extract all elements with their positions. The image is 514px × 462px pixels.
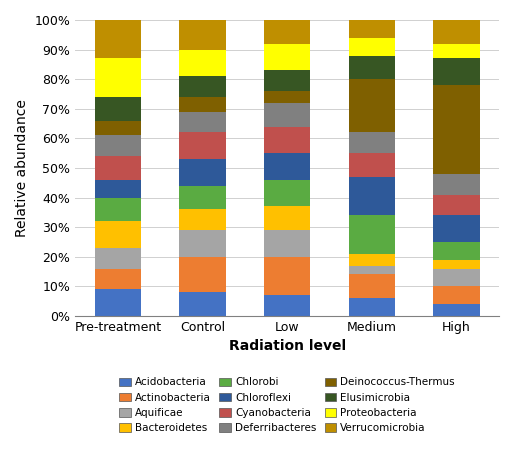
Bar	[348, 215, 395, 254]
Bar	[179, 292, 226, 316]
Bar	[264, 103, 310, 127]
Bar	[264, 180, 310, 207]
Bar	[348, 79, 395, 133]
Bar	[95, 20, 141, 59]
Bar	[433, 304, 480, 316]
Bar	[433, 85, 480, 174]
Bar	[264, 127, 310, 153]
X-axis label: Radiation level: Radiation level	[229, 339, 346, 353]
Bar	[95, 180, 141, 198]
Bar	[95, 221, 141, 248]
Bar	[348, 20, 395, 38]
Bar	[264, 70, 310, 91]
Bar	[264, 207, 310, 230]
Bar	[179, 49, 226, 76]
Bar	[433, 195, 480, 215]
Bar	[348, 153, 395, 177]
Bar	[264, 295, 310, 316]
Bar	[264, 230, 310, 257]
Bar	[433, 20, 480, 44]
Bar	[433, 215, 480, 242]
Bar	[264, 44, 310, 70]
Bar	[433, 44, 480, 59]
Bar	[348, 55, 395, 79]
Bar	[433, 268, 480, 286]
Bar	[179, 257, 226, 292]
Bar	[433, 286, 480, 304]
Bar	[348, 266, 395, 274]
Bar	[179, 209, 226, 230]
Bar	[179, 97, 226, 112]
Bar	[433, 59, 480, 85]
Bar	[95, 59, 141, 97]
Bar	[433, 260, 480, 268]
Bar	[95, 97, 141, 121]
Bar	[179, 159, 226, 186]
Bar	[95, 198, 141, 221]
Bar	[348, 177, 395, 215]
Bar	[179, 20, 226, 49]
Bar	[348, 274, 395, 298]
Bar	[264, 153, 310, 180]
Bar	[95, 289, 141, 316]
Bar	[264, 91, 310, 103]
Bar	[95, 268, 141, 289]
Legend: Acidobacteria, Actinobacteria, Aquificae, Bacteroidetes, Chlorobi, Chloroflexi, : Acidobacteria, Actinobacteria, Aquificae…	[116, 374, 458, 436]
Bar	[348, 38, 395, 55]
Bar	[95, 121, 141, 135]
Bar	[179, 230, 226, 257]
Bar	[179, 76, 226, 97]
Bar	[433, 242, 480, 260]
Bar	[264, 257, 310, 295]
Bar	[179, 112, 226, 133]
Bar	[95, 135, 141, 156]
Bar	[348, 133, 395, 153]
Y-axis label: Relative abundance: Relative abundance	[15, 99, 29, 237]
Bar	[348, 298, 395, 316]
Bar	[264, 20, 310, 44]
Bar	[433, 174, 480, 195]
Bar	[348, 254, 395, 266]
Bar	[95, 248, 141, 268]
Bar	[95, 156, 141, 180]
Bar	[179, 186, 226, 209]
Bar	[179, 133, 226, 159]
